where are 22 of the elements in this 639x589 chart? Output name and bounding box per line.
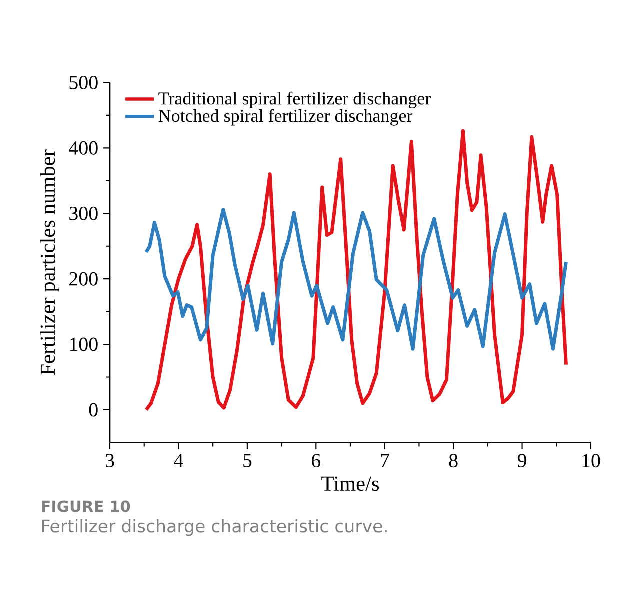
line-series <box>144 129 568 412</box>
y-tick-label: 500 <box>70 76 98 90</box>
x-axis-title: Time/s <box>322 476 379 492</box>
line-series <box>144 208 568 351</box>
caption: FIGURE 10 <box>42 500 130 512</box>
text: Fertilizer discharge characteristic curve. <box>42 519 387 536</box>
x-tick-label: 8 <box>449 454 458 468</box>
x-tick-label: 4 <box>174 454 184 468</box>
y-tick-label: 200 <box>70 272 98 286</box>
x-tick-label: 5 <box>244 454 252 468</box>
x-tick-label: 9 <box>518 454 526 468</box>
legend-label: Traditional spiral fertilizer dischanger <box>158 92 431 108</box>
y-tick-label: 300 <box>70 206 98 220</box>
y-tick-label: 100 <box>70 338 98 352</box>
x-tick-label: 7 <box>381 454 390 468</box>
y-axis-title: Fertilizer particles number <box>40 150 60 376</box>
y-tick-label: 0 <box>89 403 98 417</box>
y-tick-label: 400 <box>69 141 98 155</box>
x-tick-label: 6 <box>312 454 321 468</box>
x-tick-label: 10 <box>582 454 600 468</box>
legend-label: Notched spiral fertilizer dischanger <box>158 109 413 126</box>
x-tick-label: 3 <box>106 454 114 468</box>
